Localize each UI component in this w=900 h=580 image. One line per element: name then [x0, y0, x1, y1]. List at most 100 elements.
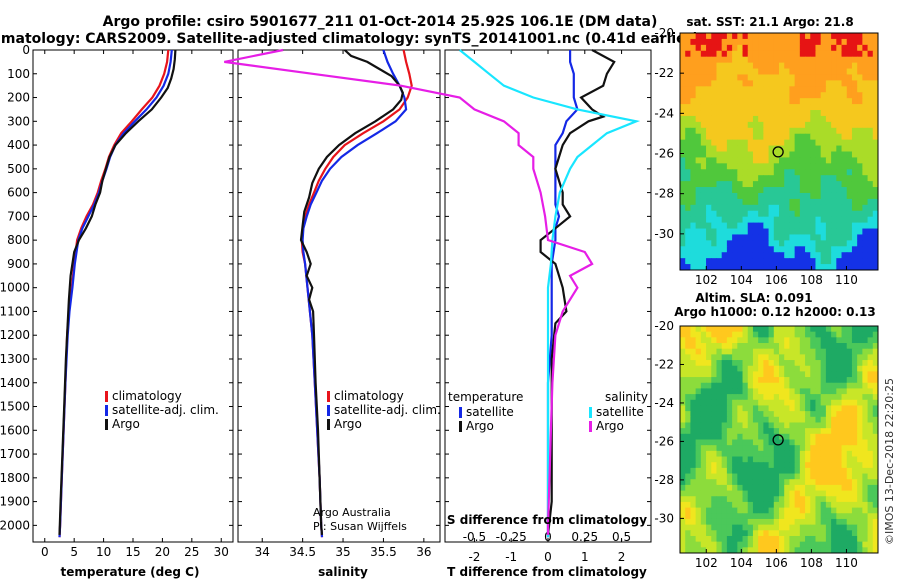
map-cell: [758, 445, 764, 452]
map-cell: [700, 175, 707, 182]
map-cell: [784, 467, 790, 475]
legend-label: satellite: [596, 405, 644, 419]
map-cell: [752, 348, 759, 355]
map-cell: [695, 388, 702, 395]
map-cell: [799, 507, 806, 514]
map-cell: [716, 127, 723, 135]
map-cell: [711, 198, 717, 206]
map-cell: [752, 151, 759, 158]
map-cell: [831, 343, 837, 350]
depth-tick-label: 1400: [0, 376, 30, 390]
map-cell: [851, 74, 858, 81]
annotation-line1: Argo Australia: [313, 506, 391, 519]
map-cell: [799, 354, 806, 361]
map-cell: [742, 74, 749, 81]
map-cell: [716, 121, 723, 129]
map-cell: [857, 68, 863, 75]
map-cell: [685, 365, 691, 372]
map-cell: [851, 479, 858, 486]
map-cell: [841, 456, 848, 463]
map-cell: [862, 145, 869, 152]
map-cell: [685, 484, 691, 492]
map-cell: [773, 326, 780, 333]
map-cell: [846, 50, 853, 58]
map-cell: [846, 74, 853, 81]
map-cell: [857, 92, 863, 99]
map-cell: [732, 490, 738, 497]
map-cell: [737, 411, 744, 418]
map-cell: [690, 163, 697, 170]
map-cell: [810, 104, 816, 111]
map-cell: [680, 360, 686, 367]
map-cell: [773, 240, 780, 247]
map-cell: [857, 151, 863, 158]
map-cell: [763, 524, 770, 531]
map-cell: [810, 92, 816, 99]
map-cell: [758, 192, 764, 200]
map-cell: [810, 422, 816, 429]
map-cell: [721, 484, 728, 492]
map-cell: [758, 181, 764, 188]
map-cell: [695, 473, 702, 480]
map-cell: [825, 382, 832, 389]
map-cell: [789, 258, 796, 265]
x-tick-label: 15: [125, 545, 140, 559]
map-cell: [732, 163, 738, 170]
map-cell: [711, 501, 717, 509]
map-cell: [732, 371, 738, 378]
map-cell: [799, 445, 806, 452]
map-cell: [773, 68, 780, 75]
legend-label: satellite: [466, 405, 514, 419]
map-cell: [841, 535, 848, 543]
map-cell: [867, 192, 874, 200]
map-cell: [857, 98, 863, 105]
map-cell: [872, 501, 879, 509]
map-cell: [732, 115, 738, 123]
map-cell: [831, 192, 837, 200]
map-cell: [789, 187, 796, 194]
map-cell: [758, 204, 764, 212]
map-cell: [773, 234, 780, 241]
map-cell: [742, 507, 749, 514]
map-cell: [747, 507, 754, 514]
map-cell: [763, 139, 770, 147]
map-cell: [815, 462, 822, 469]
map-cell: [716, 473, 723, 480]
map-cell: [685, 86, 691, 93]
map-cell: [747, 462, 754, 469]
legend-label: satellite-adj. clim.: [112, 403, 219, 417]
map-cell: [784, 204, 790, 212]
map-cell: [779, 467, 785, 475]
map-cell: [742, 104, 749, 111]
map-cell: [763, 246, 770, 253]
map-cell: [836, 371, 843, 378]
map-cell: [810, 496, 816, 503]
map-cell: [857, 541, 863, 548]
map-cell: [805, 133, 811, 141]
map-cell: [773, 467, 780, 475]
map-cell: [768, 151, 775, 158]
map-cell: [841, 394, 848, 401]
map-cell: [700, 518, 707, 526]
map-cell: [872, 518, 879, 526]
map-cell: [758, 258, 764, 265]
map-cell: [784, 169, 790, 176]
map-cell: [831, 92, 837, 99]
map-cell: [805, 496, 811, 503]
map-cell: [763, 360, 770, 367]
map-cell: [700, 411, 707, 418]
map-cell: [758, 428, 764, 435]
map-cell: [841, 181, 848, 188]
map-cell: [872, 240, 879, 247]
map-cell: [695, 496, 702, 503]
map-cell: [820, 92, 827, 99]
map-x-tick-label: 106: [765, 556, 788, 570]
map-cell: [794, 547, 801, 554]
map-cell: [747, 228, 754, 235]
map-cell: [758, 175, 764, 182]
map-cell: [857, 252, 863, 259]
map-cell: [815, 157, 822, 164]
map-cell: [831, 234, 837, 241]
map-cell: [685, 228, 691, 235]
map-cell: [711, 133, 717, 141]
